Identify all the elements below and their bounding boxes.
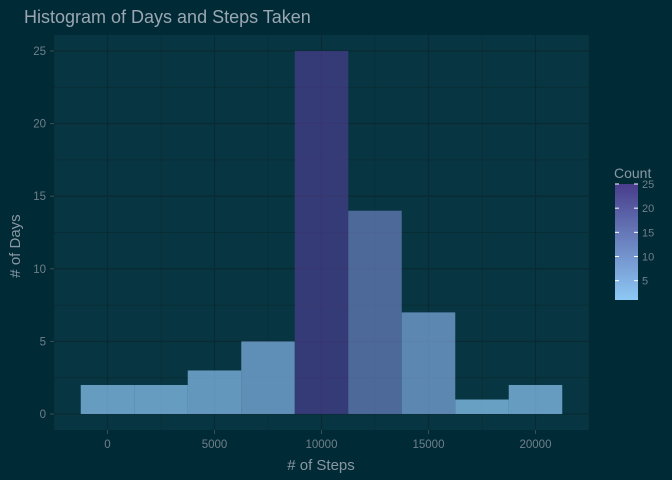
histogram-bar [508,384,563,415]
legend-tick-label: 5 [642,276,648,288]
chart-title: Histogram of Days and Steps Taken [24,7,311,27]
histogram-bar [241,341,295,415]
y-tick-label: 5 [40,336,46,348]
y-tick-label: 20 [33,119,46,131]
histogram-bar [455,399,509,415]
legend-tick-label: 25 [642,179,654,191]
y-tick-label: 15 [33,191,46,203]
y-tick-label: 0 [40,409,46,421]
y-tick-label: 10 [33,264,46,276]
histogram-bar [294,50,349,415]
legend-ticks: 5 10 15 20 25 [615,179,654,288]
x-tick-label: 5000 [202,439,228,451]
legend-tick-label: 20 [642,203,654,215]
legend-tick-label: 15 [642,227,654,239]
histogram-bar [134,384,188,415]
x-tick-label: 0 [104,439,110,451]
x-tick-label: 15000 [413,439,445,451]
y-tick-label: 25 [33,46,46,58]
x-tick-label: 10000 [306,439,338,451]
x-axis-title: # of Steps [287,457,355,474]
count-legend: Count 5 10 15 20 25 [614,165,654,300]
histogram-bar [187,370,242,415]
legend-title: Count [614,165,651,181]
legend-tick-label: 10 [642,252,654,264]
legend-colorbar [615,184,638,300]
histogram-bars [80,50,563,415]
y-axis-ticks: 0 5 10 15 20 25 [33,46,54,421]
histogram-bar [348,210,402,415]
x-tick-label: 20000 [520,439,552,451]
y-axis-title: # of Days [7,214,24,277]
histogram-bar [80,384,135,415]
histogram-bar [401,312,456,415]
x-axis-ticks: 0 5000 10000 15000 20000 [104,430,551,451]
